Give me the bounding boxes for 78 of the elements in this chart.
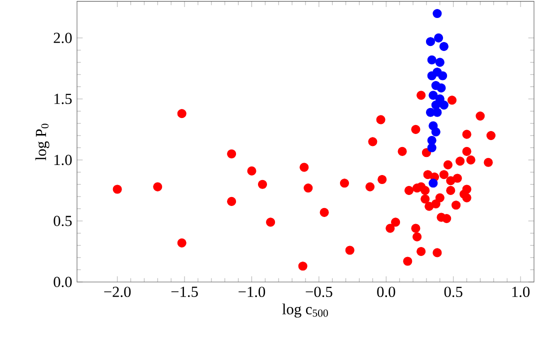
point: [438, 71, 448, 80]
point: [432, 108, 442, 117]
point: [300, 162, 309, 172]
x-tick-label: −2.0: [104, 286, 131, 298]
x-tick-label: 0.5: [444, 286, 462, 298]
point: [427, 71, 436, 80]
point: [247, 166, 256, 176]
point: [416, 246, 426, 256]
point: [424, 202, 434, 211]
point: [227, 196, 236, 206]
point: [428, 90, 438, 100]
point: [446, 186, 456, 195]
point: [368, 137, 378, 146]
point: [484, 158, 493, 167]
point: [420, 194, 430, 204]
point: [420, 186, 430, 195]
point: [365, 182, 375, 192]
point: [476, 111, 485, 121]
point: [439, 42, 448, 52]
point: [258, 180, 268, 189]
point: [298, 262, 308, 271]
point: [386, 224, 395, 233]
point: [432, 248, 442, 258]
point: [391, 218, 400, 227]
point: [378, 174, 387, 184]
point: [462, 193, 472, 202]
point: [412, 232, 422, 242]
point: [227, 149, 236, 158]
y-axis-title: log P$_{0}$: [35, 124, 50, 160]
point: [403, 256, 412, 266]
point: [462, 130, 472, 139]
point: [411, 224, 420, 233]
point: [340, 178, 350, 188]
point: [447, 96, 457, 105]
point: [376, 115, 386, 124]
point: [426, 37, 436, 46]
point: [266, 218, 276, 227]
y-tick-label: 0.0: [54, 276, 72, 288]
point: [320, 208, 329, 217]
point: [427, 55, 436, 64]
point: [452, 174, 462, 183]
point: [466, 155, 476, 164]
point: [416, 90, 426, 100]
point: [439, 170, 448, 180]
point: [435, 58, 444, 67]
point: [443, 160, 453, 170]
point: [112, 184, 122, 194]
point: [427, 143, 436, 152]
point: [404, 186, 414, 195]
point: [452, 200, 461, 210]
y-tick-label: 0.5: [54, 216, 72, 226]
point: [435, 193, 444, 202]
y-tick-label: 1.5: [54, 94, 72, 104]
point: [304, 183, 313, 193]
point: [345, 246, 354, 255]
y-tick-label: 2.0: [54, 32, 72, 44]
point: [153, 182, 162, 192]
point: [428, 178, 438, 188]
point: [436, 83, 446, 92]
x-tick-label: −1.5: [171, 286, 198, 298]
point: [456, 156, 465, 166]
point: [486, 131, 496, 140]
x-tick-label: −1.0: [238, 286, 266, 298]
point: [177, 109, 186, 118]
y-tick-label: 1.0: [54, 154, 72, 166]
point: [462, 146, 472, 156]
point: [177, 238, 186, 248]
point: [411, 124, 420, 134]
x-axis-title: log c$_{500}$: [282, 304, 328, 318]
point: [398, 146, 407, 156]
point: [432, 8, 442, 18]
point: [439, 100, 448, 110]
x-tick-label: −0.5: [306, 286, 332, 298]
point: [434, 33, 444, 42]
point: [431, 127, 440, 136]
point: [442, 214, 452, 224]
x-tick-label: 1.0: [512, 286, 530, 298]
x-tick-label: 0.0: [377, 286, 396, 298]
